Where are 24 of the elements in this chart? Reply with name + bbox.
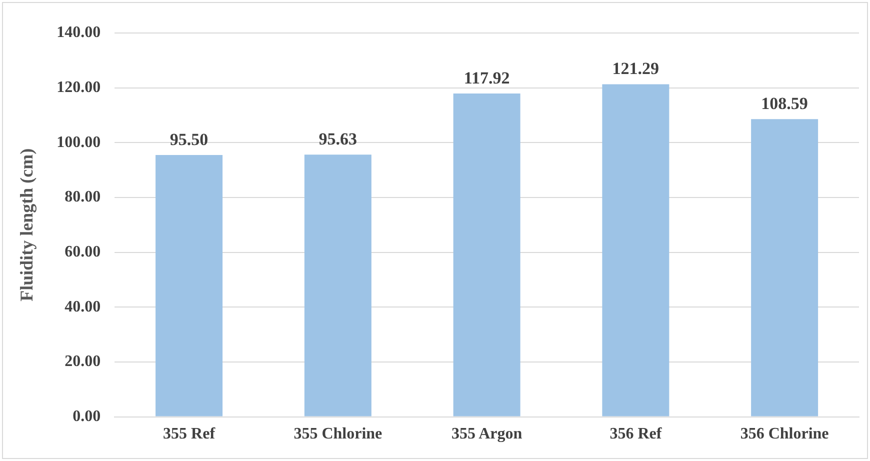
- data-label: 121.29: [612, 59, 660, 78]
- y-tick-label: 20.00: [64, 353, 101, 370]
- x-tick-label: 356 Ref: [610, 426, 662, 443]
- x-tick-label: 355 Chlorine: [294, 426, 382, 443]
- y-tick-label: 0.00: [72, 408, 101, 425]
- y-axis-title: Fluidity length (cm): [16, 148, 36, 302]
- y-tick-label: 40.00: [64, 298, 101, 316]
- y-tick-label: 80.00: [64, 188, 101, 206]
- y-tick-label: 60.00: [64, 243, 101, 260]
- y-tick-label: 120.00: [56, 78, 101, 96]
- bar: [751, 119, 818, 416]
- x-tick-label: 355 Argon: [451, 426, 522, 443]
- bar: [304, 154, 372, 416]
- x-tick-label: 356 Chlorine: [740, 426, 829, 443]
- data-label: 95.63: [318, 130, 358, 149]
- bar: [602, 84, 670, 416]
- y-tick-label: 100.00: [56, 134, 101, 151]
- bar: [453, 94, 520, 416]
- data-label: 117.92: [464, 68, 510, 88]
- x-tick-label: 355 Ref: [163, 426, 216, 443]
- y-tick-label: 140.00: [56, 24, 101, 42]
- bar: [156, 154, 223, 416]
- data-label: 108.59: [761, 94, 808, 113]
- data-label: 95.50: [170, 130, 208, 149]
